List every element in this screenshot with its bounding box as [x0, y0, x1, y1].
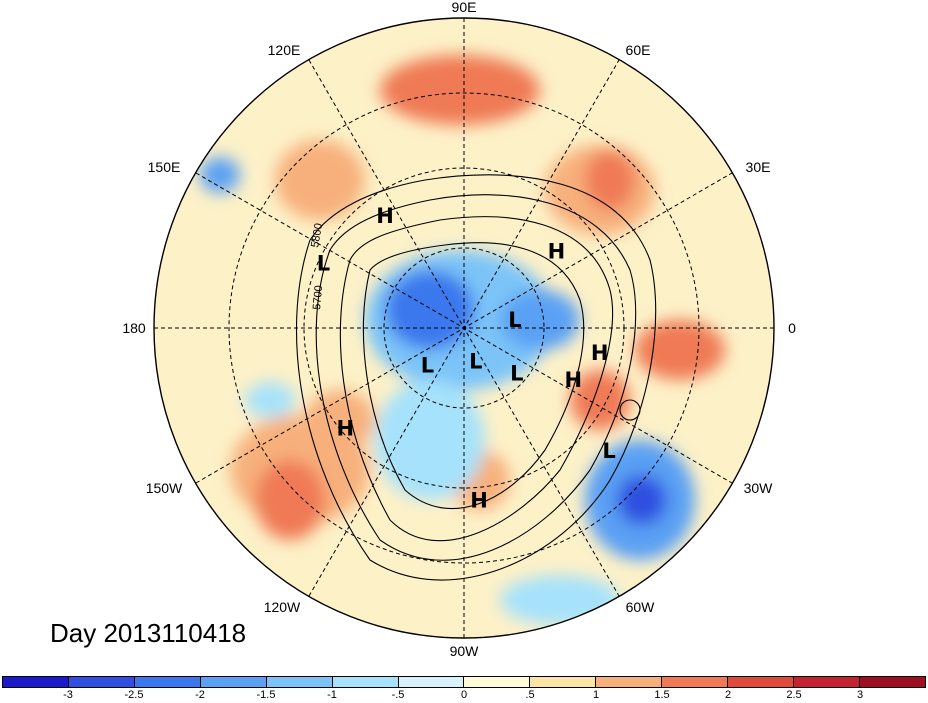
colorbar: [2, 676, 926, 688]
colorbar-swatch-2: [134, 677, 201, 687]
colorbar-swatch-1: [68, 677, 135, 687]
height-contours: [295, 174, 657, 581]
map-boundary: [153, 17, 775, 639]
longitude-labels: 90E 60E 30E 0 30W 60W 90W 120W 150W 180 …: [122, 0, 796, 659]
lon-label-150e: 150E: [148, 159, 181, 175]
colorbar-tick-label: .5: [525, 689, 535, 701]
low-center-4: L: [508, 308, 521, 332]
contour-label-5800: 5800: [309, 222, 325, 248]
colorbar-tick-label: -2: [195, 689, 205, 701]
low-center-3: L: [421, 354, 434, 378]
colorbar-tick-label: -2.5: [124, 689, 144, 701]
colorbar-tick-label: -.5: [391, 689, 405, 701]
lon-label-90e: 90E: [452, 0, 477, 15]
high-center-2: H: [548, 240, 566, 264]
colorbar-swatch-8: [530, 677, 597, 687]
colorbar-tick-label: -3: [63, 689, 73, 701]
lon-label-150w: 150W: [146, 480, 183, 496]
colorbar-tick-label: -1.5: [256, 689, 276, 701]
anomaly-field: [154, 18, 774, 638]
colorbar-swatch-10: [662, 677, 729, 687]
colorbar-swatch-11: [728, 677, 795, 687]
colorbar-tick-label: 0: [460, 689, 468, 701]
contour-labels: 5800 5700: [309, 222, 325, 310]
colorbar-ticks: -3 -2.5 -2 -1.5 -1 -.5 0 .5 1 1.5 2 2.5 3: [0, 689, 928, 703]
colorbar-swatch-5: [332, 677, 399, 687]
polar-map: 5800 5700 90E 60E 30E 0 30W 60W 90W 120W…: [122, 0, 796, 659]
lon-label-60e: 60E: [626, 42, 651, 58]
colorbar-tick-label: 1: [592, 689, 600, 701]
contour-label-5700: 5700: [311, 285, 325, 310]
colorbar-tick-label: 1.5: [654, 689, 670, 701]
lon-label-90w: 90W: [450, 643, 480, 659]
colorbar-tick-label: -1: [327, 689, 337, 701]
lon-label-120w: 120W: [264, 599, 301, 615]
colorbar-swatch-3: [200, 677, 267, 687]
high-center-1: H: [376, 204, 394, 228]
colorbar-tick-label: 2: [724, 689, 732, 701]
lon-label-60w: 60W: [626, 599, 656, 615]
low-center-0: L: [317, 252, 330, 276]
high-center-8: H: [565, 368, 583, 392]
lon-label-0: 0: [788, 320, 796, 336]
colorbar-swatch-13: [859, 677, 925, 687]
colorbar-swatch-9: [596, 677, 663, 687]
colorbar-tick-label: 2.5: [786, 689, 802, 701]
high-center-11: H: [470, 489, 488, 513]
colorbar-tick-label: 3: [856, 689, 864, 701]
low-center-6: L: [510, 361, 523, 385]
lon-label-30w: 30W: [744, 480, 774, 496]
lon-label-30e: 30E: [746, 159, 771, 175]
lon-label-120e: 120E: [268, 42, 301, 58]
day-title: Day 2013110418: [50, 618, 247, 648]
lon-label-180: 180: [122, 320, 146, 336]
low-center-5: L: [469, 349, 482, 373]
low-center-10: L: [602, 439, 615, 463]
colorbar-swatch-12: [794, 677, 860, 687]
high-center-7: H: [591, 341, 609, 365]
high-center-9: H: [337, 417, 355, 441]
colorbar-swatch-4: [266, 677, 333, 687]
colorbar-swatch-7: [464, 677, 531, 687]
colorbar-swatch-0: [3, 677, 69, 687]
colorbar-swatch-6: [398, 677, 465, 687]
